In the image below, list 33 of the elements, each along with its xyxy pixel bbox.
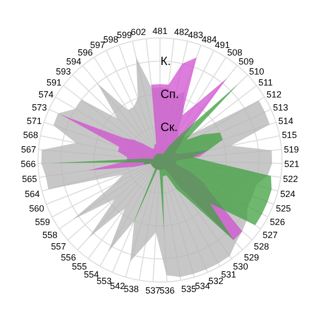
spoke-label: 536 <box>160 285 175 296</box>
spoke-label: 596 <box>78 48 93 58</box>
spoke-label: 602 <box>130 27 146 38</box>
spoke-label: 522 <box>283 174 298 184</box>
spoke-label: 482 <box>174 27 190 38</box>
spoke-label: 483 <box>188 30 204 40</box>
spoke-label: 599 <box>116 30 132 40</box>
spoke-label: 597 <box>90 40 106 50</box>
spoke-label: 515 <box>282 130 297 140</box>
spoke-label: 537 <box>145 285 160 296</box>
spoke-label: 526 <box>270 216 285 227</box>
spoke-label: 484 <box>202 34 217 44</box>
spoke-label: 481 <box>152 26 168 36</box>
spoke-label: 514 <box>278 116 294 126</box>
spoke-label: 535 <box>181 284 196 294</box>
spoke-label: 534 <box>195 280 210 291</box>
spoke-label: 560 <box>29 203 44 214</box>
spoke-label: 566 <box>20 158 36 169</box>
spoke-label: 521 <box>284 158 300 169</box>
spoke-label: 532 <box>208 276 224 286</box>
spoke-label: 525 <box>276 203 291 214</box>
spoke-label: 568 <box>23 130 38 140</box>
spoke-label: 553 <box>96 276 112 286</box>
spoke-label: 565 <box>22 174 37 184</box>
spoke-label: 567 <box>21 144 36 154</box>
spoke-label: 564 <box>24 188 40 199</box>
spoke-label: 513 <box>273 102 288 112</box>
spoke-label: 571 <box>26 116 42 126</box>
spoke-label: 519 <box>284 144 299 154</box>
spoke-label: 524 <box>280 188 296 199</box>
spoke-label: 598 <box>103 34 118 44</box>
spoke-label: 538 <box>124 284 139 294</box>
spoke-label: 508 <box>227 48 242 58</box>
